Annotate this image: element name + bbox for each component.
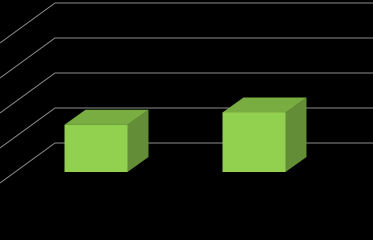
bar-top — [222, 97, 307, 113]
bar-top — [64, 109, 149, 125]
bar-front — [222, 112, 286, 172]
grid-line — [0, 37, 373, 79]
bar-side — [127, 109, 149, 172]
chart — [0, 0, 373, 186]
bar — [222, 97, 307, 172]
page: (() => { const data = JSON.parse(documen… — [0, 0, 373, 186]
background — [0, 0, 373, 186]
grid-line — [0, 72, 373, 114]
bar — [64, 109, 149, 172]
bar-front — [64, 124, 128, 172]
bar-side — [285, 97, 307, 172]
grid-line — [0, 2, 373, 44]
